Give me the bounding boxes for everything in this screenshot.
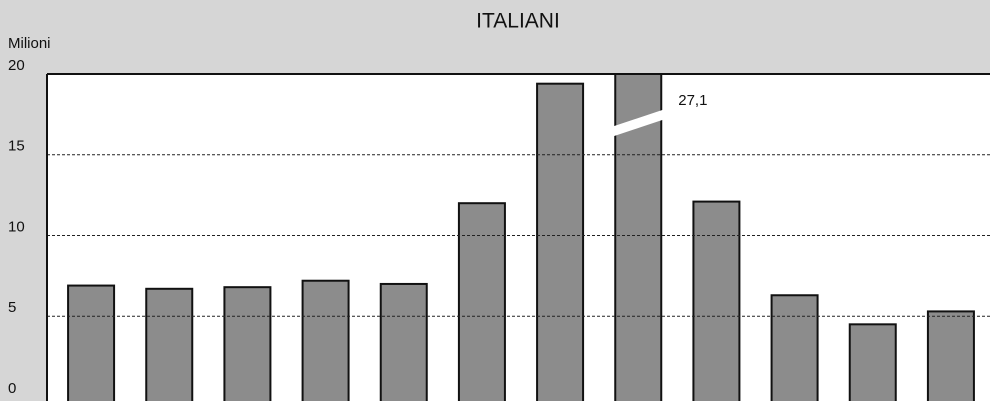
bar	[145, 287, 194, 401]
y-axis-label: Milioni	[8, 35, 51, 52]
y-tick-label: 20	[8, 57, 25, 74]
y-tick-label: 0	[8, 380, 16, 397]
plot-area	[47, 74, 990, 401]
chart-title: ITALIANI	[476, 10, 560, 33]
value-label: 27,1	[678, 92, 707, 109]
bar	[536, 82, 585, 401]
bar	[614, 74, 663, 401]
bar	[457, 202, 506, 401]
axis-break	[608, 108, 669, 138]
bar	[379, 282, 428, 401]
bar	[301, 279, 350, 401]
bar	[848, 323, 897, 401]
bar	[770, 294, 819, 401]
bar	[223, 286, 272, 401]
bars	[67, 74, 975, 401]
bar	[67, 284, 116, 401]
y-tick-label: 15	[8, 138, 25, 155]
bar	[926, 310, 975, 401]
y-tick-label: 10	[8, 218, 25, 235]
y-tick-label: 5	[8, 299, 16, 316]
bar	[692, 200, 741, 401]
